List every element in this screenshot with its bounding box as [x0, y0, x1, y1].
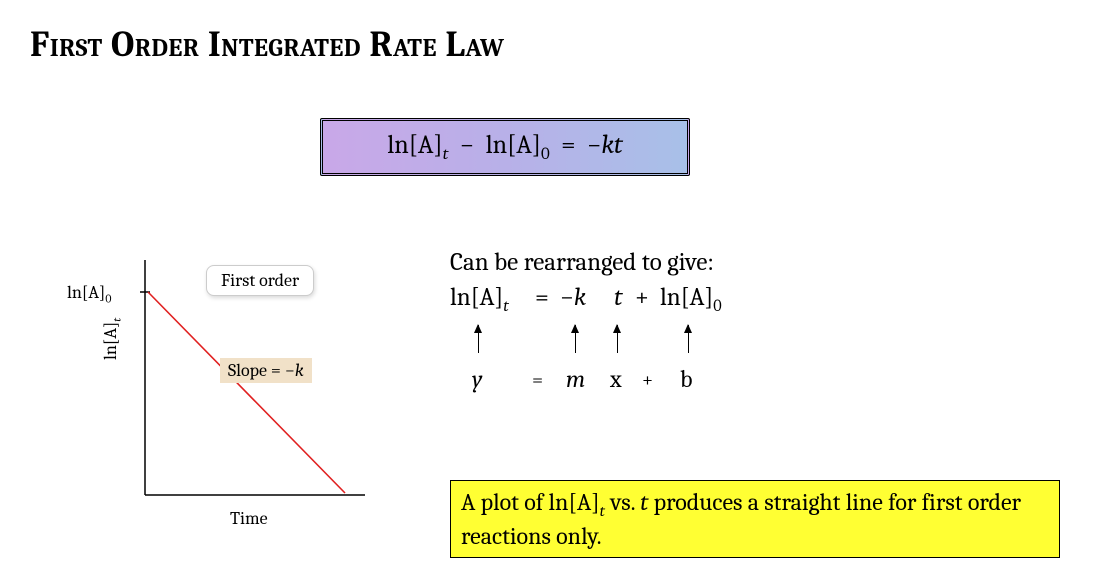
eq-b: ln[A]0: [660, 283, 722, 316]
chart-badge: First order: [206, 265, 314, 296]
equation-main: ln[A]t − ln[A]0 = −kt: [387, 130, 623, 164]
eq-equals: =: [535, 283, 549, 312]
eq-x: t: [614, 283, 623, 312]
equation-box: ln[A]t − ln[A]0 = −kt: [320, 118, 690, 176]
map-b: b: [680, 365, 692, 393]
arrow-m: [575, 325, 576, 353]
rearranged-equation: ln[A]t = −k t + ln[A]0: [450, 283, 1070, 319]
chart-first-order: ln[A]0 ln[A]t Time First order Slope = −…: [70, 250, 400, 530]
rearranged-intro: Can be rearranged to give:: [450, 248, 1070, 277]
page-title: First Order Integrated Rate Law: [30, 24, 505, 65]
map-m: m: [566, 365, 585, 393]
y-axis-label: ln[A]t: [100, 318, 124, 360]
arrow-x: [617, 325, 618, 353]
ymxb-row: y = m x + b: [450, 365, 1070, 395]
eq-plus: +: [635, 283, 649, 312]
eq-m: −k: [560, 283, 586, 312]
y-intercept-label: ln[A]0: [67, 282, 111, 306]
map-y: y: [472, 365, 482, 393]
map-plus: +: [642, 368, 653, 391]
arrow-b: [688, 325, 689, 353]
arrow-y: [478, 325, 479, 353]
highlight-box: A plot of ln[A]t vs. t produces a straig…: [450, 480, 1060, 558]
eq-lhs: ln[A]t: [450, 283, 509, 316]
map-x: x: [610, 365, 622, 393]
rearranged-block: Can be rearranged to give: ln[A]t = −k t…: [450, 248, 1070, 395]
data-line: [148, 292, 345, 493]
map-eq: =: [532, 368, 543, 391]
arrow-row: [450, 325, 1070, 365]
x-axis-label: Time: [230, 508, 268, 529]
slope-label: Slope = −k: [220, 358, 312, 383]
